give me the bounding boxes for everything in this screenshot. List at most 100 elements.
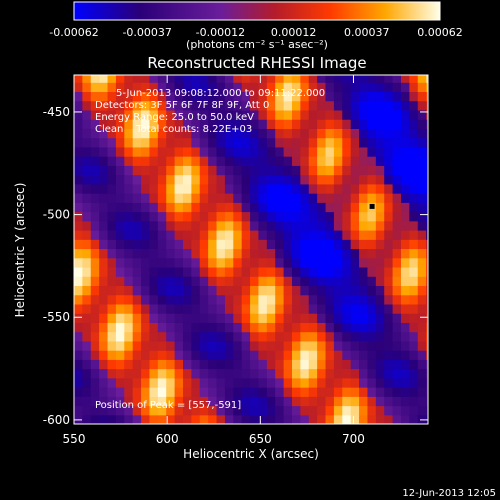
heatmap-cell: [384, 128, 394, 139]
heatmap-cell: [115, 350, 125, 360]
heatmap-cell: [342, 165, 352, 176]
heatmap-cell: [300, 313, 310, 323]
heatmap-cell: [241, 294, 251, 305]
heatmap-cell: [409, 100, 419, 111]
heatmap-cell: [275, 119, 285, 129]
heatmap-cell: [182, 128, 192, 139]
heatmap-cell: [74, 387, 83, 397]
heatmap-cell: [375, 377, 385, 388]
heatmap-cell: [317, 285, 327, 296]
heatmap-cell: [283, 239, 293, 250]
heatmap-cell: [224, 128, 234, 139]
heatmap-cell: [99, 405, 109, 416]
heatmap-cell: [333, 202, 343, 213]
heatmap-cell: [99, 75, 109, 83]
heatmap-cell: [400, 220, 410, 231]
heatmap-cell: [82, 137, 92, 148]
heatmap-cell: [90, 91, 100, 102]
heatmap-cell: [233, 322, 243, 333]
heatmap-cell: [250, 137, 260, 148]
heatmap-cell: [384, 368, 394, 379]
heatmap-cell: [417, 193, 427, 203]
heatmap-cell: [409, 128, 419, 139]
heatmap-cell: [291, 211, 301, 222]
heatmap-cell: [99, 82, 109, 93]
heatmap-cell: [342, 322, 352, 333]
heatmap-cell: [141, 156, 151, 166]
heatmap-cell: [208, 313, 218, 323]
heatmap-cell: [174, 202, 184, 213]
colorbar-gradient: [74, 2, 440, 20]
heatmap-cell: [417, 414, 427, 424]
heatmap-cell: [258, 230, 268, 240]
heatmap-cell: [426, 230, 428, 240]
heatmap-cell: [325, 75, 335, 83]
heatmap-cell: [174, 257, 184, 268]
heatmap-cell: [291, 405, 301, 416]
heatmap-cell: [157, 230, 167, 240]
heatmap-cell: [174, 396, 184, 407]
heatmap-cell: [216, 340, 226, 351]
heatmap-cell: [350, 340, 360, 351]
heatmap-cell: [233, 128, 243, 139]
heatmap-cell: [317, 313, 327, 323]
heatmap-cell: [124, 119, 134, 129]
heatmap-cell: [350, 368, 360, 379]
footer-timestamp: 12-Jun-2013 12:05: [402, 488, 496, 499]
heatmap-cell: [241, 387, 251, 397]
heatmap-cell: [250, 285, 260, 296]
heatmap-cell: [275, 350, 285, 360]
heatmap-cell: [216, 303, 226, 314]
heatmap-cell: [141, 368, 151, 379]
heatmap-cell: [367, 248, 377, 259]
heatmap-cell: [392, 220, 402, 231]
heatmap-cell: [342, 75, 352, 83]
heatmap-cell: [308, 239, 318, 250]
heatmap-cell: [250, 202, 260, 213]
heatmap-cell: [99, 350, 109, 360]
heatmap-cell: [208, 377, 218, 388]
heatmap-cell: [342, 303, 352, 314]
heatmap-cell: [350, 146, 360, 157]
heatmap-cell: [283, 368, 293, 379]
heatmap-cell: [99, 91, 109, 102]
heatmap-cell: [300, 368, 310, 379]
heatmap-cell: [342, 405, 352, 416]
heatmap-cell: [224, 313, 234, 323]
heatmap-cell: [300, 128, 310, 139]
heatmap-cell: [233, 211, 243, 222]
heatmap-cell: [350, 109, 360, 120]
heatmap-cell: [166, 359, 176, 370]
heatmap-cell: [275, 100, 285, 111]
heatmap-cell: [266, 368, 276, 379]
heatmap-cell: [426, 193, 428, 203]
heatmap-cell: [224, 230, 234, 240]
heatmap-cell: [350, 387, 360, 397]
heatmap-cell: [224, 285, 234, 296]
heatmap-cell: [191, 91, 201, 102]
heatmap-cell: [208, 146, 218, 157]
heatmap-cell: [124, 331, 134, 342]
heatmap-cell: [300, 75, 310, 83]
heatmap-cell: [409, 230, 419, 240]
heatmap-cell: [124, 313, 134, 323]
heatmap-cell: [367, 156, 377, 166]
heatmap-cell: [141, 387, 151, 397]
heatmap-cell: [350, 405, 360, 416]
heatmap-cell: [224, 193, 234, 203]
heatmap-cell: [99, 285, 109, 296]
heatmap-cell: [241, 331, 251, 342]
heatmap-cell: [375, 405, 385, 416]
heatmap-cell: [115, 239, 125, 250]
heatmap-cell: [174, 91, 184, 102]
heatmap-cell: [216, 294, 226, 305]
heatmap-cell: [400, 313, 410, 323]
heatmap-cell: [275, 193, 285, 203]
heatmap-cell: [283, 396, 293, 407]
heatmap-cell: [392, 396, 402, 407]
heatmap-cell: [149, 377, 159, 388]
heatmap-cell: [384, 165, 394, 176]
heatmap-cell: [367, 174, 377, 185]
heatmap-cell: [174, 119, 184, 129]
